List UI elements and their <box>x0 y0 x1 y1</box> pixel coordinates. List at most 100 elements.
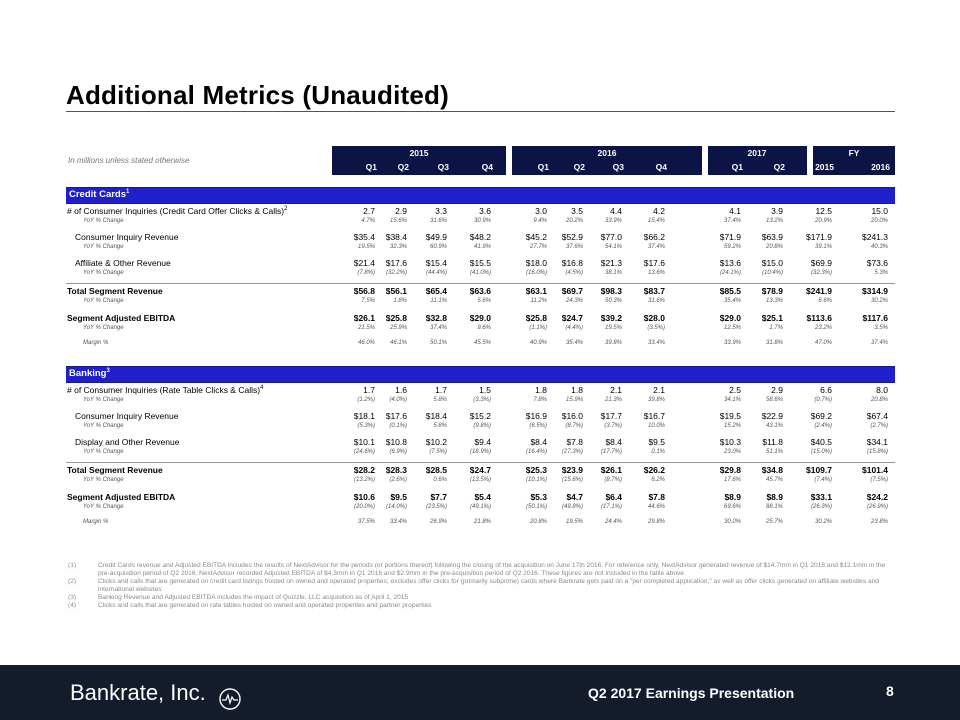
table-cell: 15.9% <box>565 397 583 403</box>
table-cell: 1.7 <box>363 385 375 395</box>
table-cell: 15.4% <box>647 218 665 224</box>
table-cell: $314.9 <box>862 286 888 296</box>
table-cell: 2.1 <box>653 385 665 395</box>
table-cell: 3.5 <box>571 206 583 216</box>
table-cell: $171.9 <box>806 232 832 242</box>
table-cell: (4.5%) <box>565 270 583 276</box>
table-cell: $34.8 <box>761 465 783 475</box>
header-period: Q3 <box>437 162 449 172</box>
table-cell: 88.1% <box>765 504 783 510</box>
table-cell: (44.4%) <box>425 270 447 276</box>
table-cell: (4.0%) <box>389 397 407 403</box>
table-cell: (8.7%) <box>604 477 622 483</box>
table-cell: 15.6% <box>389 218 407 224</box>
table-cell: 34.1% <box>723 397 741 403</box>
table-row: Affiliate & Other Revenue $21.4 $17.6 $15.4… <box>66 258 895 269</box>
row-separator <box>66 283 895 284</box>
footnote: (2) Clicks and calls that are generated o… <box>68 578 888 594</box>
table-cell: $56.8 <box>353 286 375 296</box>
row-label: Total Segment Revenue <box>67 465 163 475</box>
table-cell: $241.9 <box>806 286 832 296</box>
table-cell: $28.0 <box>643 313 665 323</box>
table-cell: (0.7%) <box>814 397 832 403</box>
table-cell: $63.1 <box>525 286 547 296</box>
table-cell: 39.8% <box>647 397 665 403</box>
header-period: Q1 <box>537 162 549 172</box>
row-label: Margin % <box>83 340 109 346</box>
table-cell: (0.1%) <box>389 423 407 429</box>
title-rule <box>66 111 895 112</box>
table-cell: 69.6% <box>723 504 741 510</box>
table-cell: (10.4%) <box>761 270 783 276</box>
table-cell: $10.2 <box>425 437 447 447</box>
table-row: Margin % 37.5% 33.4% 26.9% 21.8% 20.8% 19.5% 24… <box>66 518 895 529</box>
section-header: Credit Cards1 <box>66 187 895 204</box>
footer-bar: Bankrate, Inc. Q2 2017 Earnings Presenta… <box>0 665 960 720</box>
table-cell: (9.8%) <box>473 423 491 429</box>
table-cell: 20.2% <box>565 218 583 224</box>
table-cell: 15.2% <box>723 423 741 429</box>
table-cell: 13.2% <box>765 218 783 224</box>
row-label: YoY % Change <box>83 325 124 331</box>
table-cell: $101.4 <box>862 465 888 475</box>
row-label: # of Consumer Inquiries (Rate Table Clic… <box>67 385 264 395</box>
table-cell: 24.4% <box>604 519 622 525</box>
footnote: (3) Banking Revenue and Adjusted EBITDA i… <box>68 594 888 602</box>
table-cell: $21.4 <box>353 258 375 268</box>
footnote: (1) Credit Cards revenue and Adjusted EBI… <box>68 562 888 578</box>
table-cell: 35.4% <box>723 298 741 304</box>
table-cell: 5.3% <box>874 270 888 276</box>
table-cell: (15.8%) <box>866 449 888 455</box>
table-cell: $28.3 <box>385 465 407 475</box>
section-header: Banking3 <box>66 366 895 383</box>
table-cell: $28.2 <box>353 465 375 475</box>
table-cell: $33.1 <box>810 492 832 502</box>
table-cell: 12.5 <box>815 206 832 216</box>
header-period: Q1 <box>365 162 377 172</box>
table-cell: 50.1% <box>429 340 447 346</box>
table-cell: 45.5% <box>473 340 491 346</box>
table-cell: 46.0% <box>357 340 375 346</box>
table-cell: 2.1 <box>610 385 622 395</box>
table-cell: 25.9% <box>389 325 407 331</box>
table-cell: $24.7 <box>561 313 583 323</box>
table-cell: $52.9 <box>561 232 583 242</box>
table-cell: $17.7 <box>600 411 622 421</box>
footnote-text: Banking Revenue and Adjusted EBITDA incl… <box>98 594 409 601</box>
table-cell: $18.0 <box>525 258 547 268</box>
table-cell: (18.9%) <box>469 449 491 455</box>
table-cell: 20.8% <box>529 519 547 525</box>
table-cell: 21.3% <box>604 397 622 403</box>
table-cell: 45.7% <box>765 477 783 483</box>
header-year-2017: 2017 <box>747 148 767 158</box>
table-cell: $10.1 <box>353 437 375 447</box>
presentation-title: Q2 2017 Earnings Presentation <box>588 685 795 701</box>
table-cell: $39.2 <box>600 313 622 323</box>
table-cell: 7.8% <box>533 397 547 403</box>
table-cell: $8.9 <box>724 492 741 502</box>
table-cell: 1.5 <box>479 385 491 395</box>
header-period: Q3 <box>612 162 624 172</box>
table-cell: (26.9%) <box>866 504 888 510</box>
page-title: Additional Metrics (Unaudited) <box>66 80 449 110</box>
footnote-number: (4) <box>68 602 77 609</box>
table-cell: $26.2 <box>643 465 665 475</box>
table-cell: 9.4% <box>533 218 547 224</box>
table-cell: $5.3 <box>530 492 547 502</box>
table-cell: 40.9% <box>529 340 547 346</box>
table-cell: (3.7%) <box>604 423 622 429</box>
header-year-2015: 2015 <box>409 148 429 158</box>
table-cell: 20.8% <box>870 397 888 403</box>
table-cell: $38.4 <box>385 232 407 242</box>
table-cell: (3.3%) <box>473 397 491 403</box>
table-cell: (32.2%) <box>385 270 407 276</box>
table-cell: 37.5% <box>357 519 375 525</box>
footnote-number: (2) <box>68 578 77 585</box>
table-cell: $56.1 <box>385 286 407 296</box>
table-cell: $71.9 <box>719 232 741 242</box>
table-cell: $7.8 <box>648 492 665 502</box>
table-cell: 5.6% <box>477 298 491 304</box>
table-cell: $11.8 <box>762 437 783 447</box>
header-period: Q2 <box>397 162 409 172</box>
table-cell: $10.6 <box>353 492 375 502</box>
